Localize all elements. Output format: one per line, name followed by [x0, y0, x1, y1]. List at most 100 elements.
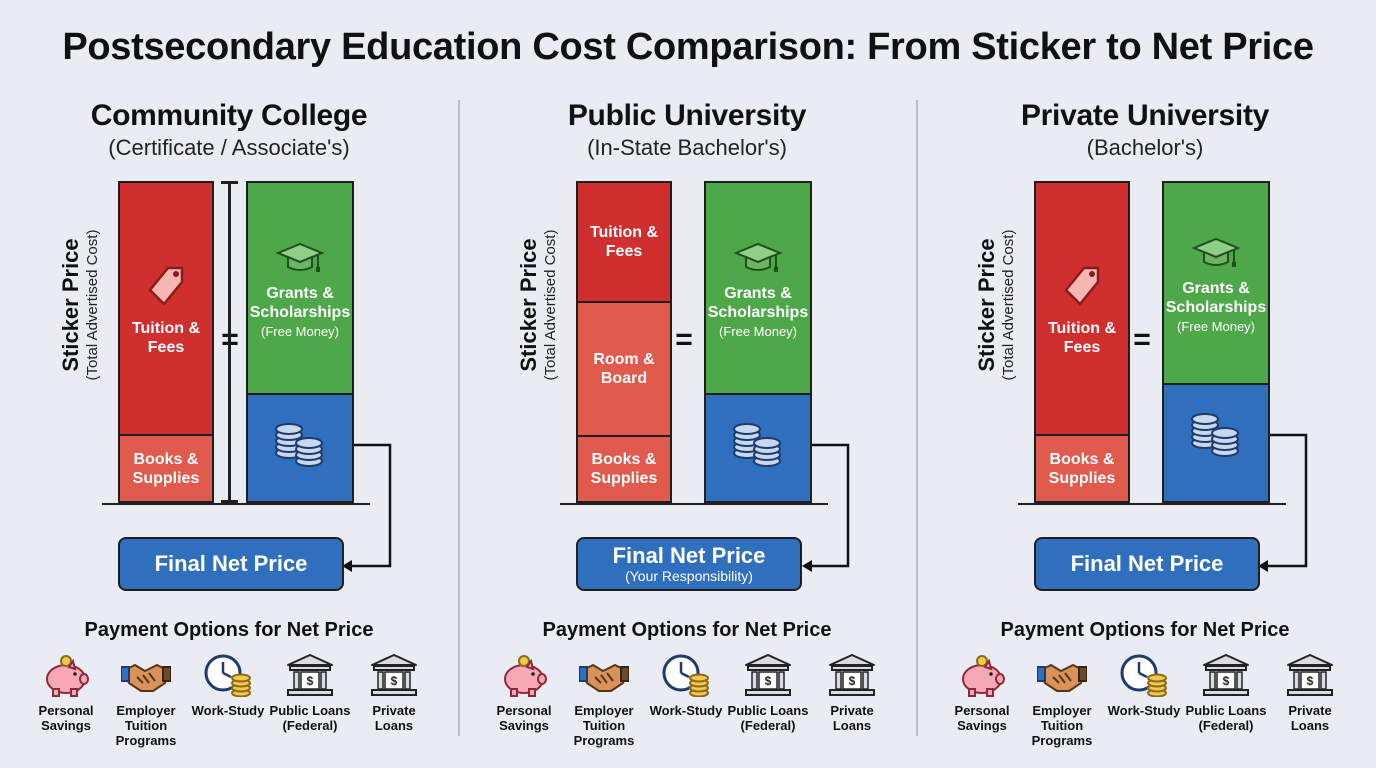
sticker-segment: Tuition & Fees [578, 183, 670, 301]
bank-icon [285, 653, 335, 697]
payment-option: Employer Tuition Programs [1020, 653, 1104, 748]
handshake-icon [578, 653, 630, 697]
payment-option: Employer Tuition Programs [562, 653, 646, 748]
net-price-segment [248, 393, 352, 501]
payment-option: Public Loans (Federal) [726, 653, 810, 733]
net-price-label: Final Net Price [154, 551, 308, 576]
aid-bar: Grants & Scholarships (Free Money) [704, 181, 812, 503]
grants-sublabel: (Free Money) [718, 323, 798, 339]
payment-option: Personal Savings [940, 653, 1024, 733]
payment-option: Work-Study [644, 653, 728, 718]
bank-icon [369, 653, 419, 697]
payment-option: Private Loans [352, 653, 436, 733]
bar-baseline [1018, 503, 1286, 505]
cost-column: Public University (In-State Bachelor's) St… [458, 95, 916, 765]
grants-segment: Grants & Scholarships (Free Money) [706, 183, 810, 393]
handshake-icon [120, 653, 172, 697]
grants-segment: Grants & Scholarships (Free Money) [248, 183, 352, 393]
grants-label: Grants & Scholarships [707, 284, 809, 321]
final-net-price-box: Final Net Price [1034, 537, 1260, 591]
bank-icon [1285, 653, 1335, 697]
sticker-price-bar: Tuition & Fees Room & Board Books & Suppli… [576, 181, 672, 503]
bank-icon [743, 653, 793, 697]
clock-coins-icon [1119, 653, 1169, 698]
total-bracket-cap [221, 500, 238, 503]
payment-option: Public Loans (Federal) [1184, 653, 1268, 733]
payment-option-label: Employer Tuition Programs [573, 703, 635, 748]
sticker-segment: Books & Supplies [120, 434, 212, 501]
page-title: Postsecondary Education Cost Comparison:… [62, 26, 1314, 68]
payment-option: Employer Tuition Programs [104, 653, 188, 748]
clock-coins-icon [661, 653, 711, 698]
payment-option-label: Public Loans (Federal) [1185, 703, 1267, 733]
piggy-bank-icon [41, 653, 91, 697]
segment-label: Tuition & Fees [1047, 320, 1117, 356]
net-price-label: Final Net Price [612, 543, 766, 568]
column-title: Private University [1020, 99, 1270, 132]
column-subtitle: (Certificate / Associate's) [108, 135, 350, 160]
column-subtitle: (Bachelor's) [1086, 135, 1204, 160]
payment-option: Personal Savings [482, 653, 566, 733]
sticker-segment: Tuition & Fees [120, 183, 212, 434]
payment-option-label: Work-Study [191, 703, 265, 718]
bank-icon [827, 653, 877, 697]
piggy-bank-icon [499, 653, 549, 697]
net-price-label: Final Net Price [1070, 551, 1224, 576]
column-divider [458, 100, 460, 736]
final-net-price-box: Final Net Price (Your Responsibility) [576, 537, 802, 591]
payment-option: Work-Study [1102, 653, 1186, 718]
bar-baseline [560, 503, 828, 505]
grants-label: Grants & Scholarships [249, 284, 351, 321]
net-price-segment [1164, 383, 1268, 501]
grants-sublabel: (Free Money) [1176, 318, 1256, 334]
segment-label: Tuition & Fees [131, 320, 201, 356]
payment-option-label: Private Loans [830, 703, 874, 733]
payment-option-label: Personal Savings [496, 703, 552, 733]
sticker-price-bar: Tuition & Fees Books & Supplies [118, 181, 214, 503]
aid-bar: Grants & Scholarships (Free Money) [246, 181, 354, 503]
column-title: Community College [90, 99, 368, 132]
payment-option-label: Work-Study [649, 703, 723, 718]
payment-option-label: Personal Savings [954, 703, 1010, 733]
piggy-bank-icon [957, 653, 1007, 697]
bank-icon [1201, 653, 1251, 697]
final-net-price-box: Final Net Price [118, 537, 344, 591]
payment-option: Private Loans [1268, 653, 1352, 733]
payment-option-label: Public Loans (Federal) [269, 703, 351, 733]
payment-option: Personal Savings [24, 653, 108, 733]
segment-label: Room & Board [593, 351, 655, 387]
equals-sign: = [1133, 323, 1151, 356]
sticker-price-bar: Tuition & Fees Books & Supplies [1034, 181, 1130, 503]
payment-option-label: Employer Tuition Programs [1031, 703, 1093, 748]
sticker-segment: Tuition & Fees [1036, 183, 1128, 434]
payment-options-heading: Payment Options for Net Price [84, 619, 374, 641]
column-subtitle: (In-State Bachelor's) [587, 135, 787, 160]
payment-options-heading: Payment Options for Net Price [542, 619, 832, 641]
total-bracket [228, 181, 231, 503]
payment-option-label: Public Loans (Federal) [727, 703, 809, 733]
payment-option-label: Private Loans [372, 703, 416, 733]
segment-label: Tuition & Fees [589, 224, 659, 260]
cost-column: Community College (Certificate / Associat… [0, 95, 458, 765]
column-divider [916, 100, 918, 736]
aid-bar: Grants & Scholarships (Free Money) [1162, 181, 1270, 503]
cost-column: Private University (Bachelor's) Sticker Pr… [916, 95, 1374, 765]
total-bracket-cap [221, 181, 238, 184]
column-title: Public University [567, 99, 807, 132]
payment-option-label: Work-Study [1107, 703, 1181, 718]
sticker-segment: Books & Supplies [1036, 434, 1128, 501]
net-price-sublabel: (Your Responsibility) [625, 568, 753, 584]
equals-sign: = [675, 323, 693, 356]
clock-coins-icon [203, 653, 253, 698]
segment-label: Books & Supplies [590, 451, 658, 487]
handshake-icon [1036, 653, 1088, 697]
payment-option-label: Personal Savings [38, 703, 94, 733]
sticker-segment: Books & Supplies [578, 435, 670, 501]
bar-baseline [102, 503, 370, 505]
net-price-segment [706, 393, 810, 501]
payment-option-label: Private Loans [1288, 703, 1332, 733]
segment-label: Books & Supplies [1048, 450, 1116, 487]
payment-option-label: Employer Tuition Programs [115, 703, 177, 748]
grants-segment: Grants & Scholarships (Free Money) [1164, 183, 1268, 383]
payment-options-heading: Payment Options for Net Price [1000, 619, 1290, 641]
